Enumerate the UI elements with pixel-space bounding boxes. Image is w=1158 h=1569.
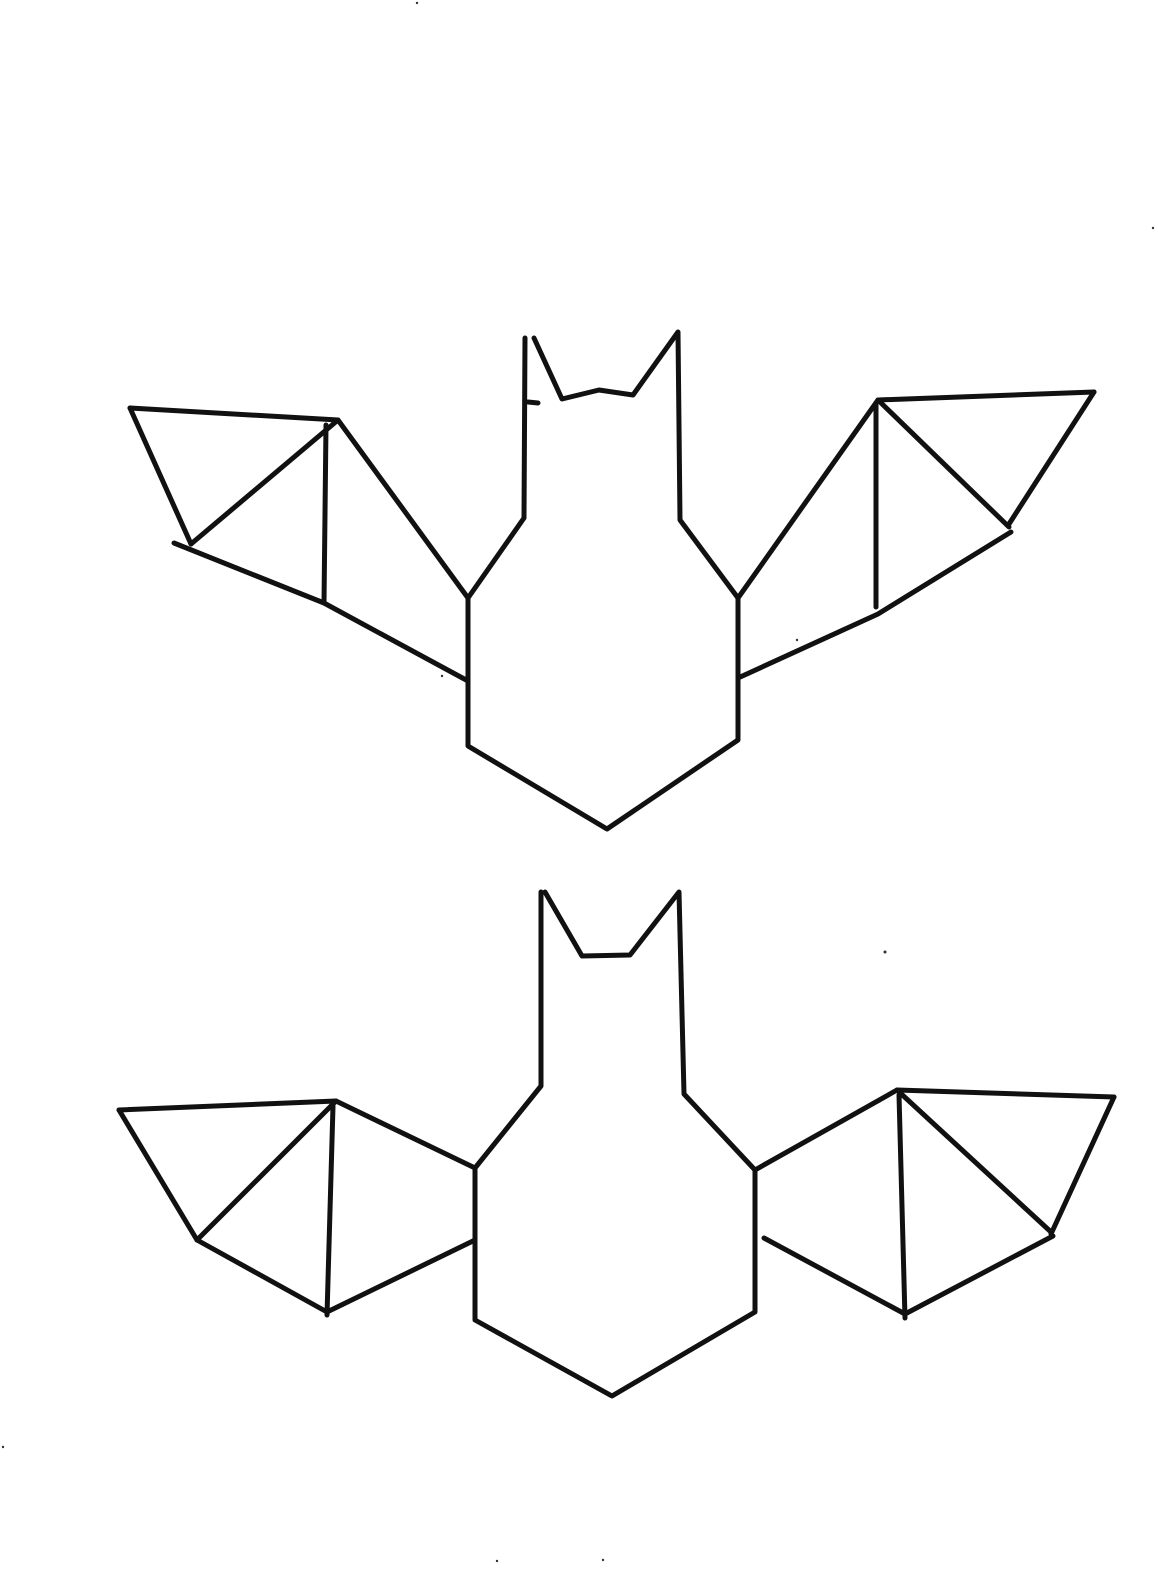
bat-top-ear-notch [525, 399, 541, 406]
bat-outline-top [127, 329, 1097, 832]
bat-bottom-left-wing-outer-edge [116, 1107, 200, 1243]
bat-bottom-body [472, 889, 758, 1399]
bat-bottom-left-wing-strut [324, 1103, 336, 1318]
bat-bottom-right-wing-strut [896, 1092, 908, 1321]
bat-bottom-left-wing-diagonal [194, 1098, 339, 1243]
bat-bottom-right-wing-diagonal [894, 1087, 1054, 1235]
bat-top-right-wing-bottom-edge [735, 529, 1014, 681]
bat-top-right-wing-diagonal [875, 397, 1012, 530]
bat-top-left-wing-strut [321, 422, 329, 606]
bat-top-left-wing-outer-edge [127, 405, 194, 547]
bat-top-right-wing-outer-edge [1006, 389, 1097, 527]
bat-top-left-wing-diagonal [188, 417, 341, 547]
bat-bottom-right-wing-outer-edge [1048, 1094, 1117, 1237]
bat-outline-bottom [116, 889, 1117, 1399]
